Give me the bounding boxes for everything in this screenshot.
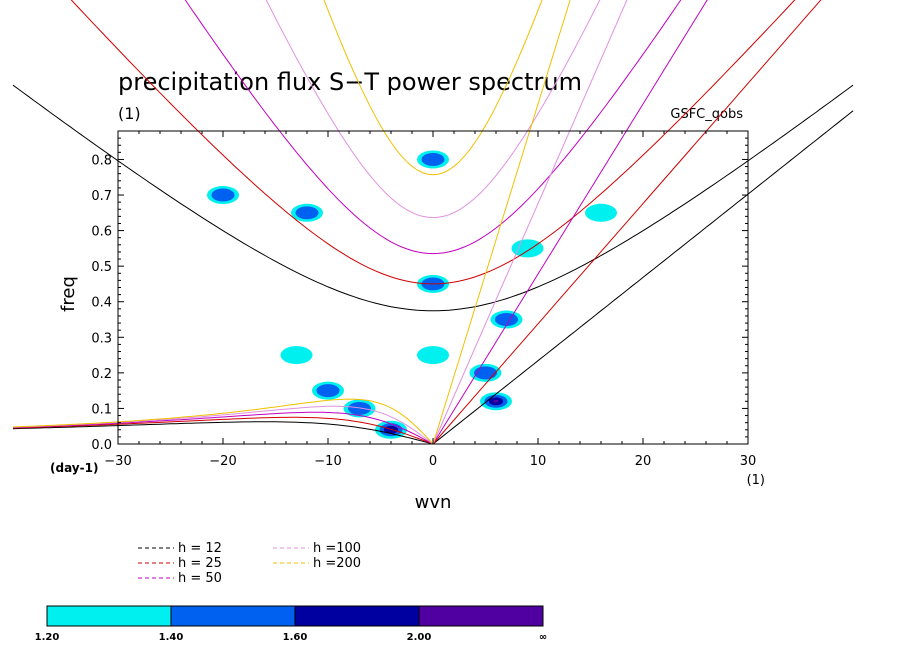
colorbar-bin xyxy=(170,605,296,627)
contour-blob xyxy=(280,346,313,365)
y-tick-label: 0.4 xyxy=(91,296,112,311)
y-tick-label: 0.8 xyxy=(91,153,112,168)
x-tick-label: −20 xyxy=(209,454,236,469)
legend-label: h =200 xyxy=(313,556,361,571)
y-tick-label: 0.6 xyxy=(91,225,112,240)
inertia-gravity-curve xyxy=(323,0,543,176)
colorbar-label: 2.00 xyxy=(407,632,432,643)
x-tick-label: 20 xyxy=(635,454,652,469)
rossby-wave-curve xyxy=(12,411,434,444)
kelvin-wave-curve xyxy=(432,0,571,444)
legend-label: h = 50 xyxy=(178,571,222,586)
contour-blob xyxy=(511,239,544,258)
colorbar-bin xyxy=(46,605,172,627)
contour-blob xyxy=(494,313,519,326)
inertia-gravity-curve xyxy=(12,84,854,312)
contour-blob xyxy=(316,384,340,398)
rossby-wave-curve xyxy=(12,421,434,444)
y-axis: 0.0 0.1 0.2 0.3 0.4 0.5 0.6 0.7 0.8 xyxy=(91,137,748,453)
colorbar-bin xyxy=(418,605,544,627)
y-tick-label: 0.2 xyxy=(91,367,112,382)
legend-label: h =100 xyxy=(313,541,361,556)
y-tick-label: 0.0 xyxy=(91,438,112,453)
y-tick-label: 0.1 xyxy=(91,402,112,417)
contour-blob xyxy=(585,203,617,222)
rossby-wave-curve xyxy=(12,416,434,444)
contour-blob xyxy=(295,206,319,220)
inertia-gravity-curve xyxy=(70,0,796,285)
kelvin-wave-curve xyxy=(432,110,854,444)
dispersion-curves xyxy=(12,0,854,444)
contour-blob xyxy=(493,399,499,403)
kelvin-wave-curve xyxy=(432,0,822,444)
inertia-gravity-curve xyxy=(184,0,682,255)
rossby-wave-curve xyxy=(12,398,434,444)
colorbar: 1.20 1.40 1.60 2.00 ∞ xyxy=(35,605,547,643)
inertia-gravity-curve xyxy=(265,0,601,219)
colorbar-label: 1.20 xyxy=(35,632,60,643)
x-tick-label: 0 xyxy=(429,454,437,469)
kelvin-wave-curve xyxy=(432,0,628,444)
colorbar-label: ∞ xyxy=(539,632,547,643)
x-units-label: (1) xyxy=(747,473,765,488)
x-axis: −30 −20 −10 0 10 20 30 xyxy=(104,131,756,469)
colorbar-label: 1.40 xyxy=(159,632,184,643)
y-axis-title: freq xyxy=(58,276,79,312)
y-tick-label: 0.3 xyxy=(91,331,112,346)
contour-blob xyxy=(421,152,445,166)
chart-title: precipitation flux S−T power spectrum xyxy=(118,68,582,96)
x-tick-label: −10 xyxy=(314,454,341,469)
x-tick-label: 10 xyxy=(530,454,547,469)
contour-blob xyxy=(211,188,235,202)
y-units-label: (day-1) xyxy=(50,461,98,475)
colorbar-label: 1.60 xyxy=(283,632,308,643)
x-tick-label: 30 xyxy=(740,454,757,469)
colorbar-bin xyxy=(294,605,420,627)
power-contours xyxy=(207,150,617,439)
kelvin-wave-curve xyxy=(432,0,708,444)
contour-blob xyxy=(347,401,372,415)
source-label: GSFC_qobs xyxy=(670,107,743,122)
chart-subtitle: (1) xyxy=(118,104,141,123)
contour-blob xyxy=(473,366,498,380)
legend-label: h = 25 xyxy=(178,556,222,571)
legend-label: h = 12 xyxy=(178,541,222,556)
y-tick-label: 0.7 xyxy=(91,189,112,204)
x-tick-label: −30 xyxy=(104,454,131,469)
x-axis-title: wvn xyxy=(415,492,452,513)
contour-blob xyxy=(417,346,449,365)
y-tick-label: 0.5 xyxy=(91,260,112,275)
